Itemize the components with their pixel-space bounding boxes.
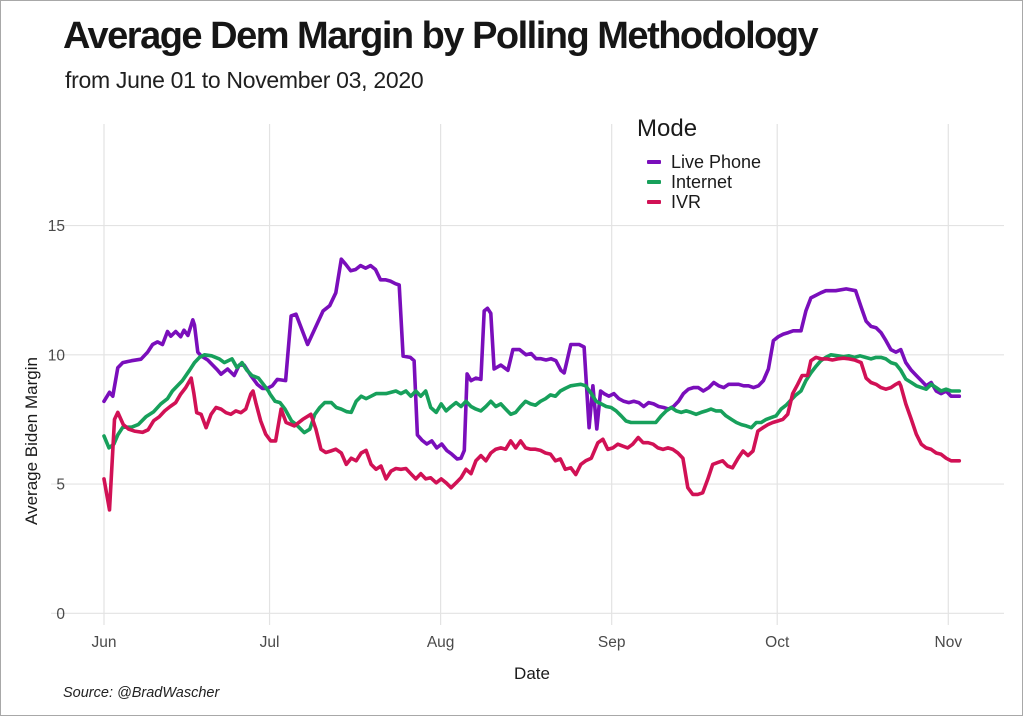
x-tick-label: Sep [598, 634, 626, 651]
legend-item-label: IVR [671, 191, 702, 212]
y-tick-label: 10 [48, 347, 66, 364]
legend-swatch-icon [647, 160, 661, 164]
x-tick-label: Aug [427, 634, 455, 651]
legend-swatch-icon [647, 200, 661, 204]
legend-swatch-icon [647, 180, 661, 184]
y-axis-title: Average Biden Margin [22, 357, 41, 525]
y-tick-label: 15 [48, 218, 65, 235]
source-caption: Source: @BradWascher [63, 685, 220, 701]
legend-item-ivr: IVR [637, 192, 761, 212]
series-line-internet [102, 352, 962, 450]
x-tick-label: Nov [935, 634, 963, 651]
legend-title: Mode [637, 115, 698, 142]
legend-items: Live Phone Internet IVR [637, 152, 761, 212]
legend-item-internet: Internet [637, 172, 761, 192]
x-axis-title: Date [514, 664, 550, 683]
legend-item-live-phone: Live Phone [637, 152, 761, 172]
y-tick-label: 0 [56, 606, 65, 623]
series-line-ivr [102, 355, 962, 512]
y-tick-label: 5 [56, 477, 65, 494]
x-tick-label: Oct [765, 634, 790, 651]
x-tick-label: Jun [92, 634, 117, 651]
chart-title: Average Dem Margin by Polling Methodolog… [63, 15, 819, 57]
chart-subtitle: from June 01 to November 03, 2020 [65, 67, 424, 93]
legend: Mode Live Phone Internet IVR [637, 115, 761, 212]
legend-item-label: Internet [671, 171, 733, 192]
x-tick-label: Jul [260, 634, 280, 651]
legend-item-label: Live Phone [671, 151, 762, 172]
